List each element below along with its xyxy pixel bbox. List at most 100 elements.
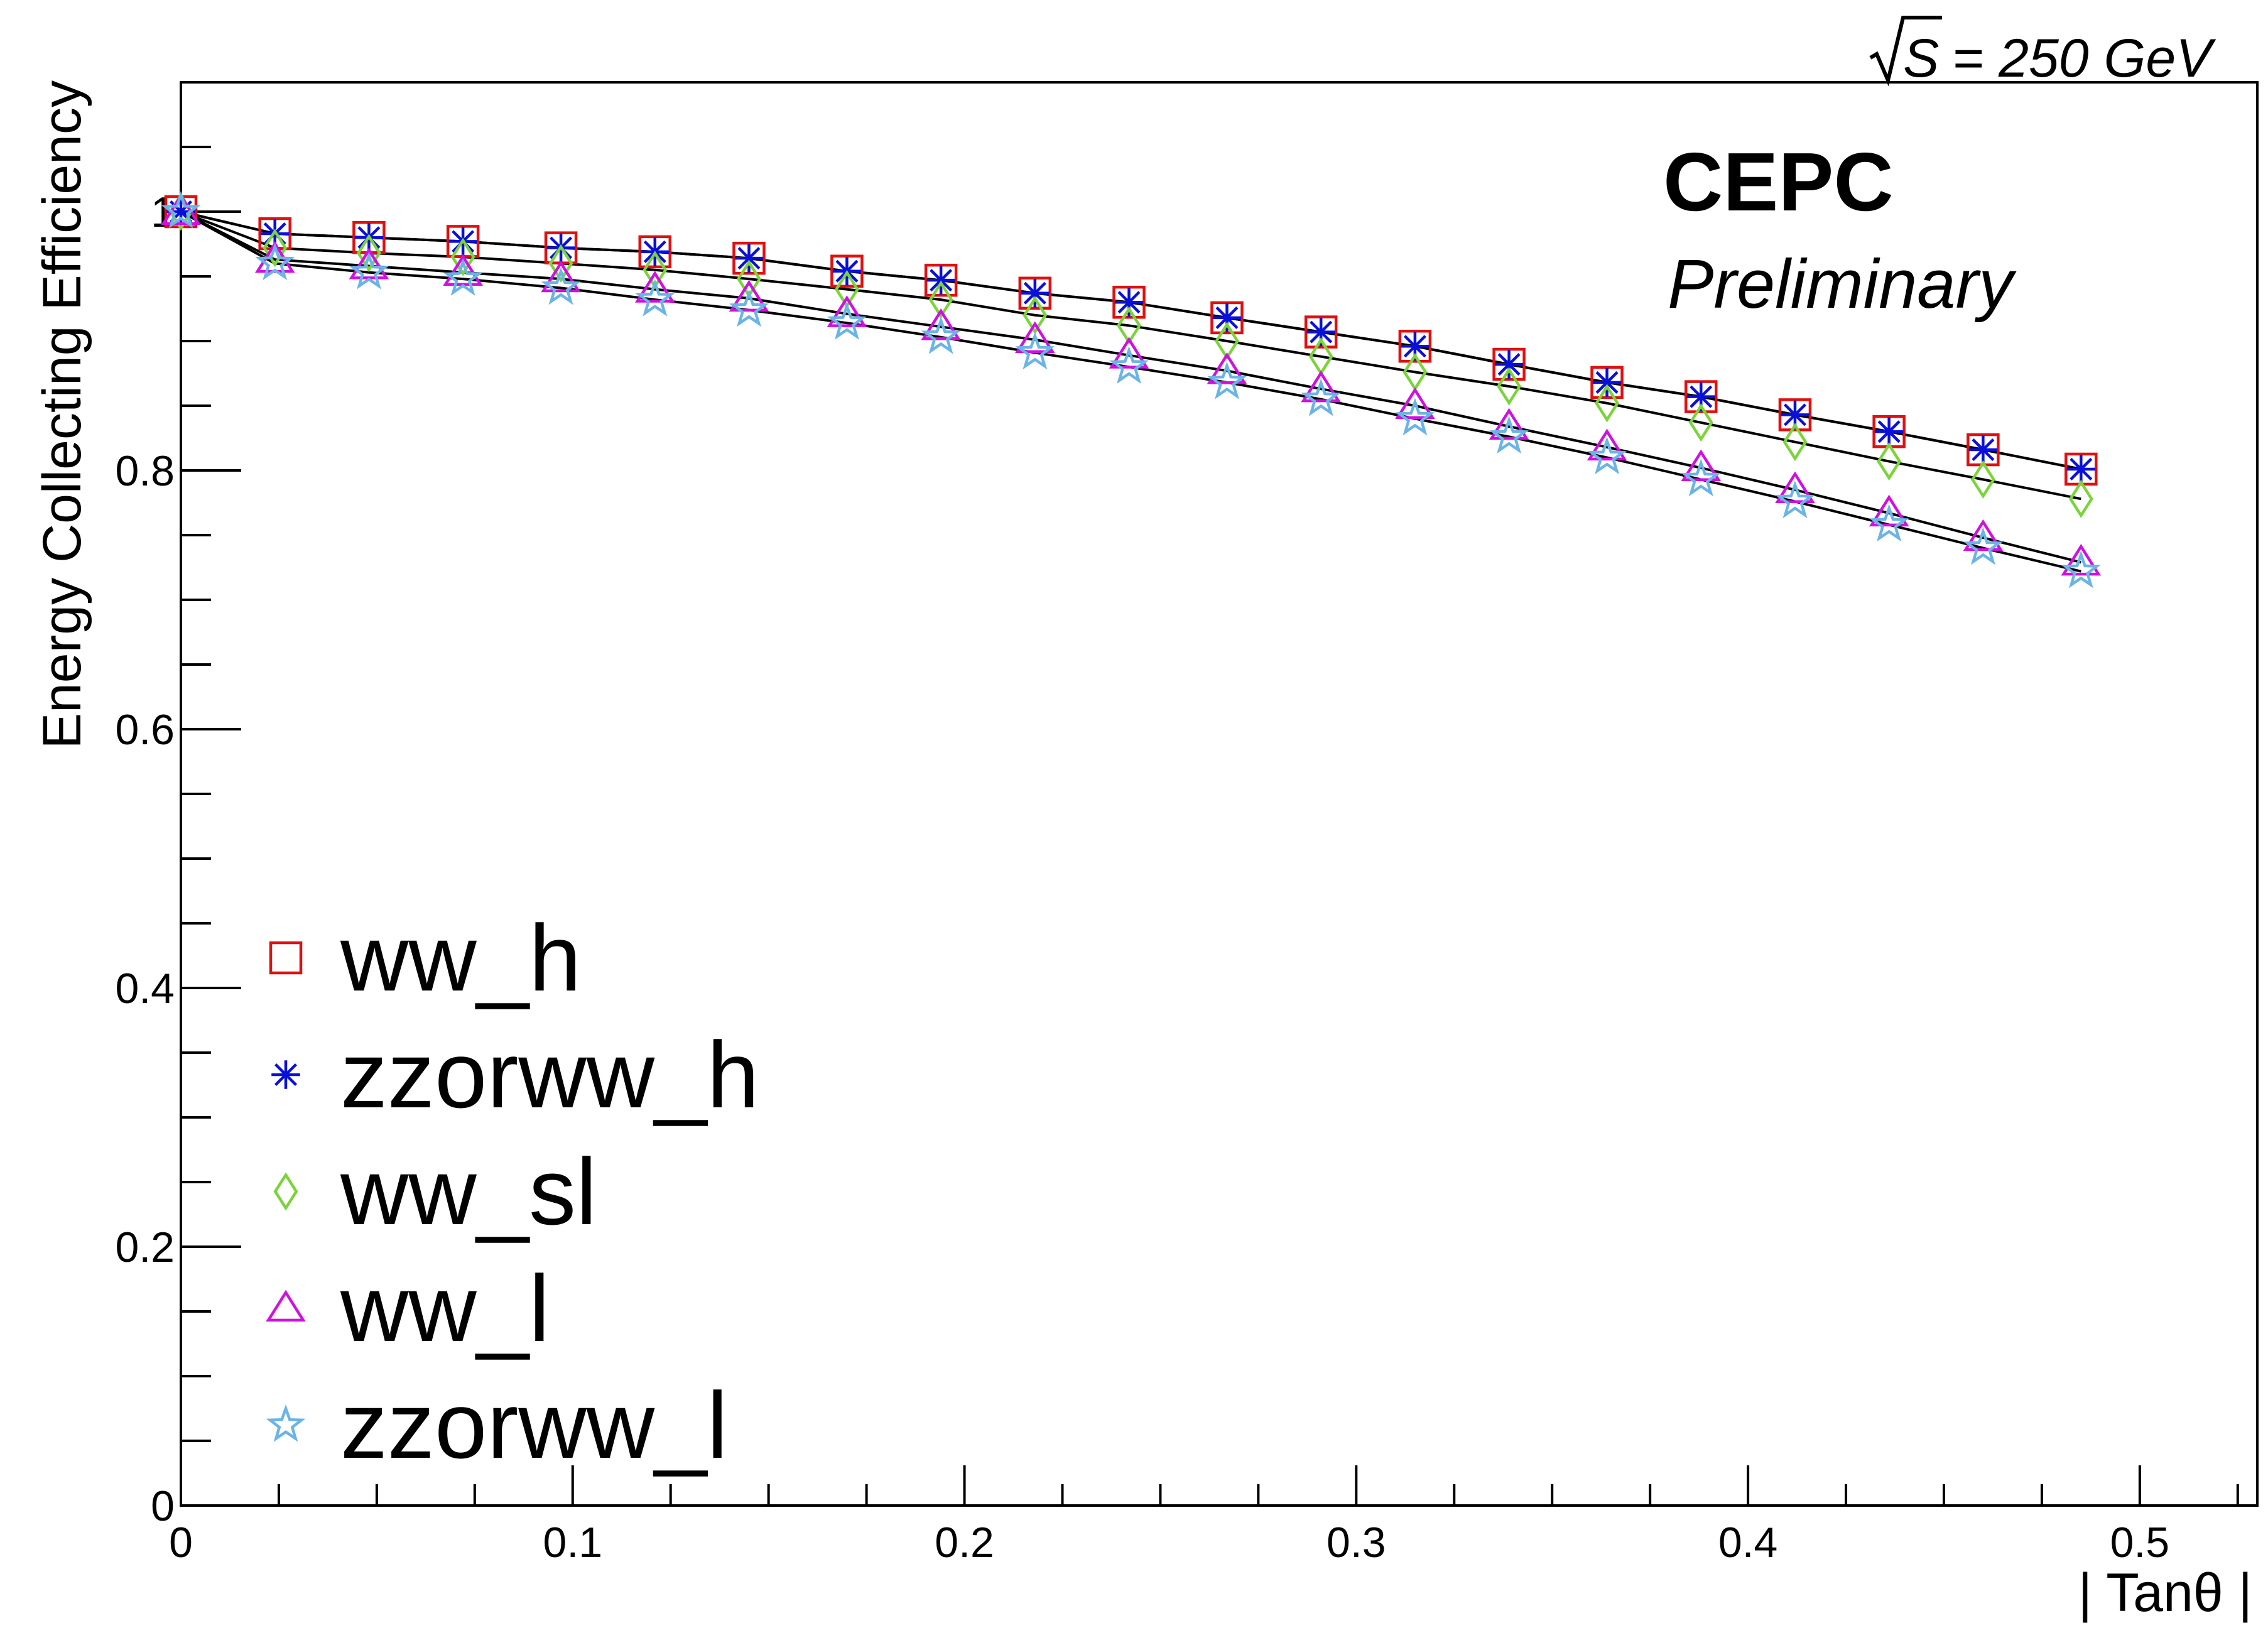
square-marker-shape — [1112, 285, 1146, 319]
data-point-zzorww_h — [1686, 382, 1716, 411]
star-marker-shape — [1015, 332, 1055, 370]
data-point-ww_l — [921, 308, 961, 340]
y-tick-label: 0 — [151, 1482, 175, 1530]
annotations: S = 250 GeV CEPC Preliminary — [1663, 16, 2216, 323]
data-point-ww_h — [830, 254, 864, 288]
square-marker-shape — [1590, 366, 1624, 399]
data-point-zzorww_h — [734, 244, 764, 273]
data-point-ww_h — [1590, 366, 1624, 399]
data-point-ww_l — [1207, 352, 1247, 384]
data-point-ww_l — [1587, 428, 1627, 461]
star-marker-shape — [1489, 416, 1529, 454]
y-tick-label: 0.6 — [115, 706, 175, 754]
star-marker-shape — [1109, 346, 1149, 384]
square-marker-shape — [1304, 315, 1338, 349]
triangle-marker-shape — [1207, 352, 1247, 384]
legend-marker-ww_l — [266, 1289, 306, 1322]
data-point-ww_l — [1963, 519, 2004, 551]
data-point-ww_h — [732, 241, 766, 275]
data-point-ww_h — [1112, 285, 1146, 319]
experiment-label: CEPC — [1663, 136, 1894, 228]
data-point-ww_sl — [1688, 403, 1713, 442]
diamond-marker-shape — [2068, 479, 2093, 518]
star-marker-shape — [2061, 550, 2101, 589]
star-marker-shape — [1587, 437, 1627, 475]
data-point-zzorww_l — [1963, 527, 2003, 565]
data-point-zzorww_h — [926, 266, 955, 295]
star-marker-shape — [1681, 459, 1721, 497]
legend-label: ww_h — [340, 905, 582, 1011]
diamond-marker-shape — [356, 234, 381, 273]
data-point-zzorww_l — [161, 190, 201, 229]
square-marker-shape — [1492, 347, 1526, 381]
triangle-marker-shape — [827, 295, 867, 327]
triangle-marker-shape — [1587, 428, 1627, 461]
triangle-marker-shape — [161, 193, 201, 225]
star-marker-shape — [161, 190, 201, 229]
star-marker-shape — [1775, 480, 1815, 519]
data-point-ww_h — [1398, 329, 1432, 363]
data-point-ww_l — [729, 279, 769, 312]
asterisk-marker-shape — [926, 266, 955, 295]
data-point-ww_sl — [450, 237, 475, 276]
x-tick-label: 0.1 — [543, 1519, 603, 1566]
diamond-marker-shape — [273, 1172, 298, 1211]
data-point-ww_l — [827, 295, 867, 327]
y-axis-title: Energy Collecting Efficiency — [32, 80, 92, 749]
data-point-zzorww_l — [541, 267, 581, 305]
square-marker-shape — [1018, 276, 1052, 310]
star-marker-shape — [1869, 504, 1909, 542]
square-marker-shape — [1684, 380, 1718, 413]
data-point-ww_l — [1681, 449, 1722, 482]
data-point-ww_h — [924, 263, 958, 297]
data-point-zzorww_l — [1395, 398, 1435, 436]
legend: ww_h zzorww_h ww_sl ww_l zzorww_l — [266, 905, 759, 1478]
x-tick-label: 0 — [169, 1519, 193, 1566]
data-point-ww_l — [1015, 321, 1055, 354]
data-point-ww_sl — [1497, 367, 1522, 406]
square-marker-shape — [732, 241, 766, 275]
data-point-zzorww_l — [729, 289, 769, 327]
star-marker-shape — [255, 242, 295, 281]
legend-label: ww_l — [340, 1256, 550, 1361]
star-marker-shape — [729, 289, 769, 327]
data-point-ww_l — [1395, 387, 1435, 420]
triangle-marker-shape — [1775, 471, 1815, 504]
legend-label: zzorww_h — [340, 1022, 759, 1127]
data-point-ww_h — [1684, 380, 1718, 413]
data-point-ww_l — [541, 260, 581, 293]
data-point-zzorww_l — [827, 302, 867, 340]
data-point-zzorww_l — [1489, 416, 1529, 454]
energy-value: = 250 GeV — [1952, 28, 2216, 89]
data-point-ww_l — [1489, 408, 1529, 440]
data-point-ww_sl — [1595, 384, 1620, 423]
energy-label: S = 250 GeV — [1869, 16, 2216, 89]
asterisk-marker-shape — [1401, 332, 1430, 361]
data-point-ww_h — [638, 235, 672, 269]
data-point-ww_sl — [263, 229, 288, 268]
triangle-marker-shape — [1395, 387, 1435, 420]
data-point-zzorww_h — [1021, 278, 1050, 308]
data-point-ww_l — [1109, 337, 1149, 369]
legend-label: zzorww_l — [340, 1372, 728, 1478]
diamond-marker-shape — [1497, 367, 1522, 406]
y-tick-label: 0.2 — [115, 1224, 175, 1271]
data-point-zzorww_h — [1212, 303, 1242, 332]
square-marker-shape — [924, 263, 958, 297]
data-point-ww_h — [1778, 398, 1812, 431]
asterisk-marker-shape — [271, 1060, 300, 1089]
square-marker-shape — [269, 941, 303, 975]
asterisk-marker-shape — [1212, 303, 1242, 332]
data-point-zzorww_l — [1869, 504, 1909, 542]
data-point-ww_h — [1210, 301, 1244, 335]
star-marker-shape — [349, 251, 389, 290]
data-point-ww_sl — [2068, 479, 2093, 518]
data-point-zzorww_h — [1781, 400, 1810, 430]
sqrt-sign-icon — [1869, 16, 1942, 87]
star-marker-shape — [1301, 378, 1341, 416]
diamond-marker-shape — [1782, 423, 1808, 462]
data-point-zzorww_l — [2061, 550, 2101, 589]
series-line-ww_sl — [180, 210, 2081, 501]
square-marker-shape — [1398, 329, 1432, 363]
